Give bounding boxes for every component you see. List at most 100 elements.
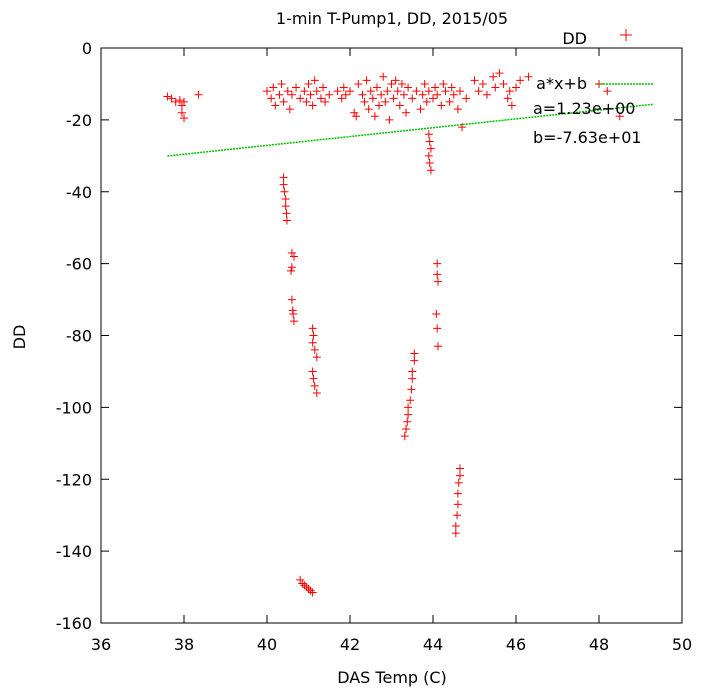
x-axis-label: DAS Temp (C): [337, 668, 447, 687]
data-point: [425, 159, 434, 167]
data-point: [175, 96, 184, 105]
data-point: [397, 79, 406, 88]
data-point: [308, 101, 317, 110]
data-point: [283, 87, 292, 96]
data-point: [341, 90, 350, 99]
data-point: [375, 101, 384, 110]
data-point: [267, 94, 276, 103]
data-point: [389, 94, 398, 103]
data-point: [426, 166, 435, 175]
data-point: [404, 83, 413, 92]
data-point: [350, 108, 359, 117]
data-point: [445, 97, 454, 106]
data-point: [478, 79, 487, 88]
fit-parameter-b: b=-7.63e+01: [533, 128, 642, 147]
data-point: [431, 83, 440, 92]
chart-title: 1-min T-Pump1, DD, 2015/05: [276, 9, 508, 28]
data-point: [425, 137, 434, 146]
data-point: [292, 83, 301, 92]
x-tick-label: 38: [174, 635, 194, 654]
x-tick-label: 36: [91, 635, 111, 654]
x-tick-label: 44: [423, 635, 443, 654]
data-point: [287, 90, 296, 99]
fit-parameter-a: a=1.23e+00: [533, 99, 635, 118]
y-tick-label: -100: [56, 398, 92, 417]
data-point: [300, 87, 309, 96]
data-point: [503, 94, 512, 103]
data-point: [277, 79, 286, 88]
data-point: [489, 72, 498, 81]
data-point: [455, 87, 464, 96]
data-point: [352, 112, 361, 121]
data-point: [524, 72, 533, 81]
data-point: [454, 478, 463, 487]
data-point: [194, 90, 203, 99]
data-point: [404, 410, 413, 419]
data-point: [309, 374, 318, 383]
data-point: [441, 87, 450, 96]
data-point: [282, 216, 291, 225]
data-point: [377, 90, 386, 99]
data-point: [455, 464, 464, 473]
data-point: [308, 338, 317, 347]
data-point: [400, 432, 409, 441]
y-tick-label: -60: [66, 255, 92, 274]
y-tick-label: 0: [82, 39, 92, 58]
data-point: [308, 324, 317, 333]
data-point: [289, 317, 298, 326]
data-point: [296, 94, 305, 103]
data-point: [296, 575, 305, 584]
data-point: [280, 187, 289, 196]
data-point: [433, 90, 442, 99]
y-tick-label: -80: [66, 327, 92, 346]
data-point: [333, 87, 342, 96]
data-point: [474, 87, 483, 96]
fit-line-layer: [167, 103, 654, 157]
data-point: [298, 579, 307, 588]
data-point: [177, 108, 186, 117]
data-point: [447, 83, 456, 92]
data-point: [385, 115, 394, 124]
data-point: [309, 331, 318, 340]
data-point: [432, 309, 441, 318]
data-point: [279, 180, 288, 189]
data-point: [424, 151, 433, 160]
data-point: [455, 471, 464, 480]
data-point: [263, 87, 271, 96]
data-point: [505, 87, 514, 96]
data-point: [287, 266, 296, 275]
data-point: [287, 248, 296, 257]
data-point: [453, 489, 462, 498]
data-point: [310, 76, 319, 85]
data-point: [379, 72, 388, 81]
data-point: [391, 76, 400, 85]
data-point: [337, 94, 346, 103]
data-point: [507, 101, 516, 110]
y-axis-label: DD: [10, 325, 29, 350]
data-point: [319, 83, 328, 92]
data-point: [358, 90, 367, 99]
data-point: [306, 586, 315, 595]
data-point: [418, 90, 427, 99]
data-point: [279, 173, 288, 182]
data-point: [285, 105, 294, 114]
data-point: [180, 114, 188, 123]
data-point: [362, 76, 371, 85]
data-point: [269, 83, 278, 92]
data-point: [426, 144, 435, 153]
scatter-points: [163, 69, 624, 597]
data-point: [163, 92, 172, 101]
y-tick-label: -160: [56, 614, 92, 633]
data-point: [402, 108, 411, 117]
data-point: [408, 374, 417, 383]
data-point: [281, 202, 290, 211]
data-point: [499, 79, 508, 88]
data-point: [404, 403, 413, 412]
data-point: [289, 309, 298, 318]
data-point: [451, 529, 460, 538]
data-point: [408, 367, 417, 376]
data-point: [453, 500, 462, 509]
data-point: [437, 101, 446, 110]
data-point: [281, 194, 290, 203]
